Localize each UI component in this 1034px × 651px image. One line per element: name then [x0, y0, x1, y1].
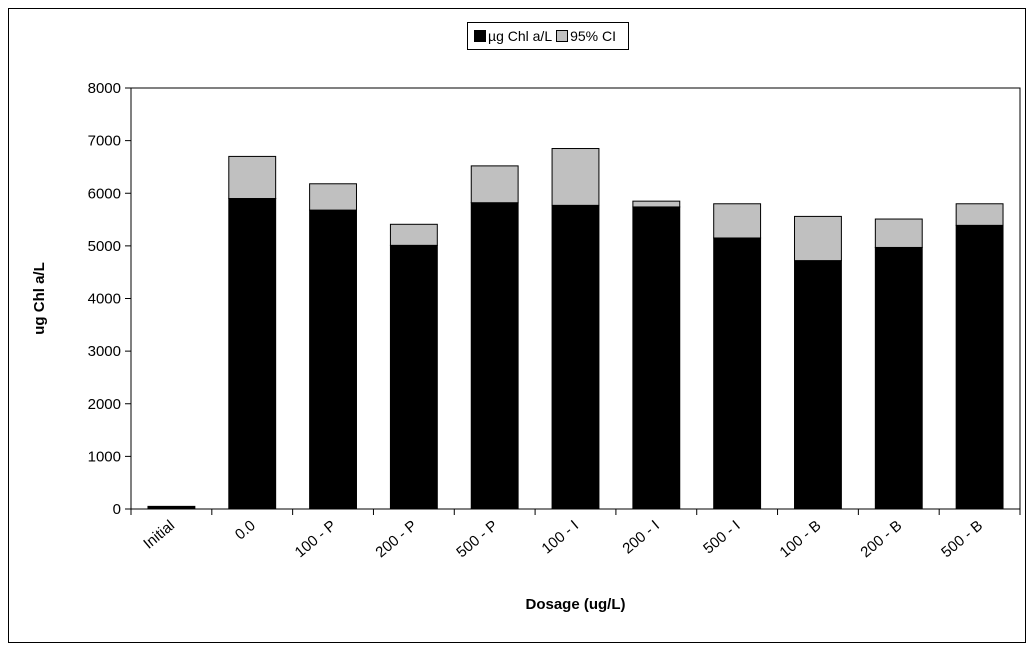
bar-value — [389, 244, 438, 510]
x-tick-label: 500 - P — [453, 517, 501, 561]
bar-value — [551, 204, 600, 510]
bar-ci — [389, 223, 438, 246]
bar-ci — [551, 148, 600, 206]
legend-swatch-value — [474, 30, 486, 42]
legend-item-ci: 95% CI — [556, 28, 616, 44]
x-tick-label: 500 - I — [700, 517, 744, 557]
bar-value — [794, 260, 842, 510]
y-tick-label: 5000 — [88, 238, 121, 255]
bar-value — [713, 237, 762, 510]
x-tick-label: Initial — [140, 517, 178, 553]
legend-item-value: µg Chl a/L — [474, 28, 552, 44]
bar-ci — [470, 165, 519, 204]
legend-label-ci: 95% CI — [570, 28, 617, 44]
bar-ci — [874, 218, 923, 248]
x-axis-title: Dosage (ug/L) — [526, 596, 626, 613]
bar-ci — [309, 183, 357, 211]
bar-value — [955, 224, 1004, 510]
bar-value — [147, 505, 196, 510]
y-tick-label: 1000 — [88, 448, 121, 465]
bar-value — [228, 198, 277, 510]
y-tick-label: 6000 — [88, 185, 121, 202]
chart-frame: 0 1000 2000 3000 4000 5000 6000 7000 8000 Initial… — [8, 8, 1026, 643]
bar-ci — [955, 203, 1004, 226]
y-tick-label: 3000 — [88, 343, 121, 360]
y-tick-label: 0 — [113, 501, 121, 518]
y-axis-title: ug Chl a/L — [31, 262, 48, 335]
y-tick-label: 4000 — [88, 291, 121, 308]
bar-value — [470, 202, 519, 510]
bar-value — [632, 206, 681, 510]
x-tick-label: 0.0 — [232, 517, 259, 543]
bar-ci — [632, 200, 681, 208]
legend-swatch-ci — [556, 30, 569, 42]
x-tick-label: 100 - I — [539, 517, 583, 557]
bar-ci — [228, 155, 277, 200]
x-tick-label: 200 - B — [857, 517, 905, 561]
bar-value — [309, 209, 357, 510]
bar-ci — [794, 215, 842, 262]
y-tick-label: 7000 — [88, 133, 121, 150]
x-tick-label: 100 - B — [777, 517, 825, 561]
x-tick-label: 200 - I — [619, 517, 663, 557]
bar-ci — [713, 203, 762, 239]
legend: µg Chl a/L 95% CI — [467, 22, 630, 50]
x-tick-label: 200 - P — [372, 517, 420, 561]
y-tick-label: 2000 — [88, 396, 121, 413]
x-tick-label: 500 - B — [938, 517, 986, 561]
legend-label-value: µg Chl a/L — [488, 28, 553, 44]
x-tick-label: 100 - P — [292, 517, 340, 561]
y-tick-label: 8000 — [88, 80, 121, 97]
bar-chart: 0 1000 2000 3000 4000 5000 6000 7000 8000 Initial… — [31, 80, 1021, 613]
bar-value — [874, 246, 923, 510]
